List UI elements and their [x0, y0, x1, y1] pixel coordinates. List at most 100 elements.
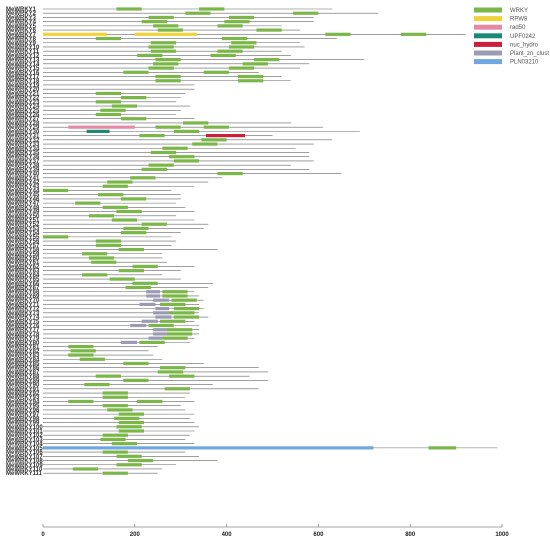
gene-label: MeWRKY65 [6, 277, 40, 283]
domain-plant-zn-clust [130, 323, 147, 328]
gene-row: MeWRKY2 [6, 11, 379, 17]
gene-label: MeWRKY51 [6, 218, 40, 224]
domain-wrky [173, 315, 200, 319]
domain-wrky [325, 32, 351, 36]
gene-label: MeWRKY57 [6, 243, 40, 249]
legend-label: nuc_hydro [510, 42, 539, 48]
gene-label: MeWRKY15 [6, 66, 40, 72]
gene-label: MeWRKY102 [6, 433, 43, 439]
gene-row: MeWRKY90 [6, 383, 213, 389]
domain-plant-zn-clust [153, 328, 167, 332]
domain-wrky [401, 32, 427, 36]
domain-wrky [95, 112, 122, 117]
gene-label: MeWRKY50 [6, 214, 40, 220]
domain-wrky [155, 58, 181, 62]
gene-row: MeWRKY37 [6, 159, 314, 165]
legend-swatch [474, 7, 502, 13]
gene-row: MeWRKY71 [6, 302, 200, 308]
domain-plant-zn-clust [153, 298, 170, 302]
legend-label: Plant_zn_clust [510, 51, 549, 57]
gene-row: MeWRKY65 [6, 277, 181, 283]
gene-row: MeWRKY45 [6, 193, 181, 199]
domain-wrky [228, 15, 255, 20]
gene-row: MeWRKY47 [6, 201, 177, 207]
gene-label: MeWRKY86 [6, 366, 40, 372]
domain-wrky [95, 100, 122, 104]
domain-plant-zn-clust [146, 294, 161, 298]
gene-row: MeWRKY100 [6, 425, 200, 431]
gene-label: MeWRKY34 [6, 146, 40, 152]
domain-wrky [182, 121, 209, 125]
domain-wrky [153, 24, 179, 28]
domain-wrky [118, 420, 144, 425]
gene-label: MeWRKY5 [6, 24, 37, 30]
legend: WRKY RPW8 rad50 UPF0242 nuc_hydro Plant_zn_cl… [474, 7, 549, 66]
domain-wrky [68, 399, 94, 404]
gene-label: MeWRKY40 [6, 172, 40, 178]
legend-swatch [474, 16, 502, 22]
gene-row: MeWRKY24 [6, 104, 190, 110]
domain-wrky [123, 378, 149, 382]
domain-wrky [116, 454, 142, 458]
domain-wrky [102, 404, 128, 408]
x-tick-label: 800 [405, 532, 416, 538]
domain-wrky [88, 214, 115, 218]
x-tick-label: 1000 [495, 532, 509, 538]
domain-wrky [162, 336, 188, 340]
domain-wrky [79, 357, 105, 361]
gene-label: MeWRKY94 [6, 399, 40, 405]
gene-row: MeWRKY39 [6, 167, 310, 173]
gene-row: MeWRKY105 [6, 446, 498, 452]
x-tick-label: 200 [130, 532, 141, 538]
legend-swatch [474, 59, 502, 65]
gene-label: MeWRKY103 [6, 437, 43, 443]
domain-wrky [95, 243, 122, 247]
gene-label: MeWRKY24 [6, 104, 40, 110]
gene-row: MeWRKY14 [6, 62, 310, 68]
domain-wrky [114, 416, 140, 420]
domain-wrky [68, 345, 94, 349]
domain-wrky [157, 370, 183, 374]
domain-wrky [118, 247, 144, 252]
gene-label: MeWRKY23 [6, 100, 40, 106]
gene-label: MeWRKY84 [6, 357, 40, 363]
domain-wrky [185, 11, 211, 15]
gene-label: MeWRKY8 [6, 37, 37, 43]
x-tick-label: 600 [313, 532, 324, 538]
gene-row: MeWRKY106 [6, 450, 186, 456]
gene-label: MeWRKY73 [6, 311, 40, 317]
gene-label: MeWRKY85 [6, 361, 40, 367]
domain-wrky [102, 391, 128, 395]
gene-row: MeWRKY101 [6, 429, 195, 435]
domain-wrky [88, 256, 115, 260]
domain-wrky [139, 340, 165, 344]
x-axis: 0 200 400 600 800 1000 [41, 524, 509, 538]
legend-swatch [474, 33, 502, 39]
domain-wrky [43, 235, 69, 239]
gene-label: MeWRKY71 [6, 302, 40, 308]
gene-row: MeWRKY109 [6, 463, 177, 469]
gene-label: MeWRKY96 [6, 408, 40, 414]
domain-wrky [116, 463, 142, 467]
legend-label: RPW8 [510, 17, 528, 23]
domain-wrky [173, 307, 200, 311]
gene-label: MeWRKY105 [6, 446, 43, 452]
domain-wrky [164, 387, 190, 391]
gene-row: MeWRKY89 [6, 378, 268, 384]
domain-wrky [242, 62, 268, 66]
legend-item: WRKY [474, 7, 528, 14]
domain-wrky [153, 62, 179, 66]
domain-wrky [121, 231, 147, 235]
gene-rows: MeWRKY1MeWRKY2MeWRKY3MeWRKY4MeWRKY5MeWRK… [6, 7, 498, 477]
domain-wrky [293, 11, 319, 15]
domain-wrky [160, 366, 186, 370]
gene-row: MeWRKY69 [6, 294, 200, 300]
gene-row: MeWRKY19 [6, 83, 195, 89]
gene-row: MeWRKY67 [6, 286, 209, 292]
gene-row: MeWRKY41 [6, 176, 223, 182]
domain-wrky [148, 66, 174, 70]
gene-row: MeWRKY93 [6, 395, 186, 401]
gene-row: MeWRKY20 [6, 87, 195, 93]
domain-wrky [162, 146, 188, 150]
